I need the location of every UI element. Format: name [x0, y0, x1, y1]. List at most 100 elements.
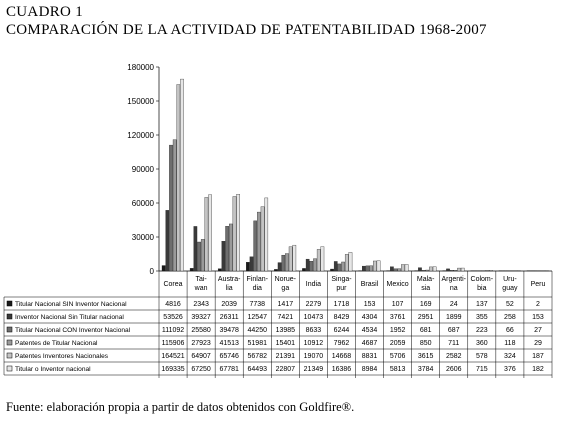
category-label: India [306, 281, 321, 288]
bar [250, 257, 253, 271]
bar [370, 266, 373, 271]
bar [489, 270, 492, 271]
bar [261, 207, 264, 271]
data-label: 7421 [278, 314, 294, 321]
data-label: 10473 [304, 314, 324, 321]
category-label: Finlan- [247, 276, 269, 283]
legend-swatch [7, 314, 12, 319]
bar [169, 145, 172, 271]
bar [173, 140, 176, 271]
data-label: 3761 [390, 314, 406, 321]
bar [450, 270, 453, 271]
bar [398, 269, 401, 271]
data-label: 153 [364, 301, 376, 308]
data-label: 153 [532, 314, 544, 321]
category-label: lia [226, 285, 233, 292]
data-label: 2039 [221, 301, 237, 308]
data-label: 66 [506, 327, 514, 334]
data-label: 2059 [390, 340, 406, 347]
data-label: 711 [448, 340, 459, 347]
data-label: 65746 [219, 353, 239, 360]
series-name: Patentes de Titular Nacional [15, 340, 98, 347]
data-label: 187 [532, 353, 544, 360]
data-label: 21391 [276, 353, 296, 360]
series-name: Titular Nacional SIN Inventor Nacional [15, 301, 127, 308]
bar [226, 226, 229, 271]
bar [205, 197, 208, 271]
category-label: Tai- [195, 276, 207, 283]
data-label: 39327 [191, 314, 211, 321]
data-label: 22807 [276, 366, 296, 373]
bar [338, 264, 341, 271]
series-name: Inventor Nacional Sin Titular nacional [15, 314, 124, 321]
data-label: 44250 [248, 327, 268, 334]
category-label: Mexico [387, 281, 409, 288]
data-label: 324 [504, 353, 516, 360]
data-label: 7962 [334, 340, 350, 347]
data-label: 39478 [219, 327, 239, 334]
bar [446, 269, 449, 271]
data-label: 4816 [165, 301, 181, 308]
bar [293, 245, 296, 271]
data-label: 19070 [304, 353, 324, 360]
data-label: 360 [476, 340, 488, 347]
series-name: Titular Nacional CON Inventor Nacional [15, 327, 131, 334]
bar [429, 267, 432, 271]
category-label: dia [253, 285, 262, 292]
bar [237, 194, 240, 271]
data-label: 4304 [362, 314, 378, 321]
data-label: 24 [450, 301, 458, 308]
series-name: Patentes Inventores Nacionales [15, 353, 109, 360]
data-label: 2 [536, 301, 540, 308]
category-label: ga [281, 285, 289, 292]
bar [401, 265, 404, 271]
data-label: 715 [476, 366, 488, 373]
data-label: 26311 [220, 314, 239, 321]
data-label: 8633 [306, 327, 322, 334]
data-label: 15401 [276, 340, 296, 347]
data-label: 3615 [418, 353, 434, 360]
bar [194, 226, 197, 271]
category-label: guay [502, 285, 518, 292]
bar [306, 259, 309, 271]
legend-swatch [7, 353, 12, 358]
data-label: 67250 [191, 366, 211, 373]
data-label: 1417 [278, 301, 294, 308]
data-label: 169335 [161, 366, 184, 373]
data-label: 169 [420, 301, 432, 308]
bar [317, 249, 320, 271]
bar [454, 270, 457, 271]
bar [457, 268, 460, 271]
data-label: 6244 [334, 327, 350, 334]
bar [180, 79, 183, 271]
bar [426, 270, 429, 271]
bar [289, 247, 292, 271]
bar [422, 270, 425, 271]
bar [394, 269, 397, 271]
category-label: Austra- [218, 276, 241, 283]
bar [418, 268, 421, 271]
data-label: 16386 [332, 366, 352, 373]
data-label: 7738 [249, 301, 265, 308]
data-label: 12547 [248, 314, 268, 321]
legend-swatch [7, 340, 12, 345]
data-label: 115906 [162, 340, 185, 347]
data-label: 13985 [276, 327, 296, 334]
data-label: 52 [506, 301, 514, 308]
bar [349, 252, 352, 271]
bar [302, 268, 305, 271]
bar [377, 261, 380, 271]
data-label: 118 [504, 340, 515, 347]
y-tick-label: 90000 [132, 165, 155, 174]
data-label: 51981 [248, 340, 268, 347]
bar [341, 262, 344, 271]
bar [334, 261, 337, 271]
bar [222, 241, 225, 271]
data-label: 67781 [219, 366, 239, 373]
bar [229, 224, 232, 271]
data-label: 29 [534, 340, 542, 347]
legend-swatch [7, 366, 12, 371]
data-label: 182 [532, 366, 544, 373]
data-label: 27 [534, 327, 542, 334]
data-label: 376 [504, 366, 516, 373]
